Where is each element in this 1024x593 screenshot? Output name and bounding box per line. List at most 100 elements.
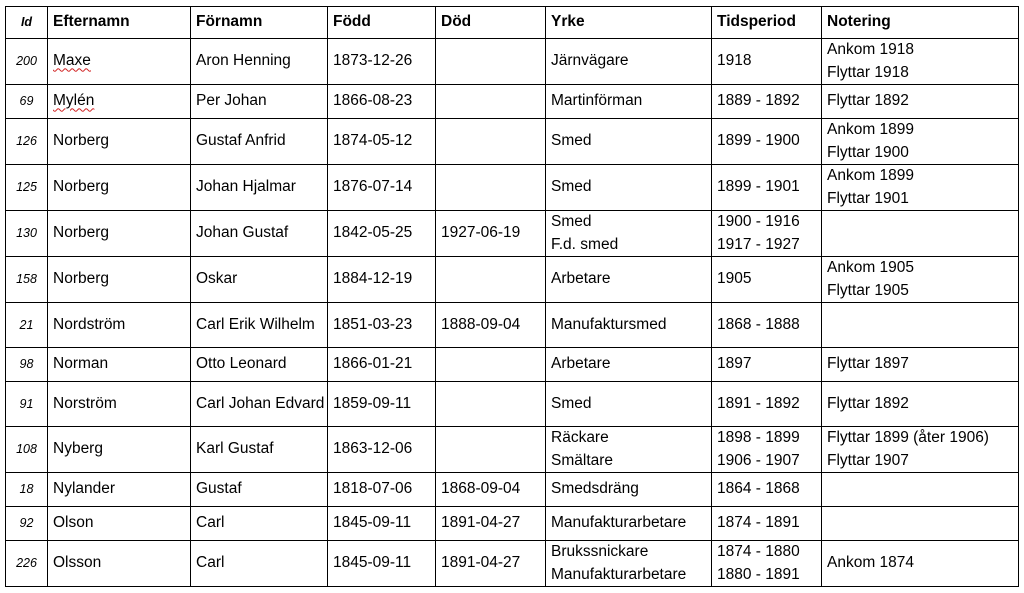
cell-yrke: Smed [545,381,712,427]
cell-id: 69 [5,84,48,119]
cell-efternamn: Nordström [47,302,191,348]
cell-yrke-line: Smed [551,394,592,412]
header-id: Id [5,6,48,39]
cell-yrke: Smedsdräng [545,472,712,507]
cell-fornamn: Carl Johan Edvard [190,381,328,427]
cell-tidsperiod: 1874 - 1880 1880 - 1891 [711,540,822,587]
cell-id: 226 [5,540,48,587]
cell-yrke-line: Järnvägare [551,52,629,70]
cell-tidsperiod-line: 1874 - 1880 [717,543,800,560]
cell-yrke-line: Smältare [551,451,614,469]
cell-efternamn: Norman [47,347,191,382]
table-row: 18 Nylander Gustaf 1818-07-06 1868-09-04 Smed… [5,472,1019,507]
cell-notering-line: Ankom 1899 [827,167,915,184]
cell-tidsperiod: 1898 - 1899 1906 - 1907 [711,426,822,473]
cell-yrke: Manufakturarbetare [545,506,712,541]
firstname-text: Johan Gustaf [196,224,289,242]
cell-notering-line: Flyttar 1892 [827,394,909,412]
surname-text: Norberg [53,270,109,288]
cell-fodd: 1873-12-26 [327,38,436,85]
cell-fodd: 1842-05-25 [327,210,436,257]
cell-efternamn: Norberg [47,210,191,257]
cell-notering-line: Ankom 1899 [827,121,915,138]
cell-yrke-line: Manufaktursmed [551,315,667,333]
table-row: 92 Olson Carl 1845-09-11 1891-04-27 Manufaktu… [5,506,1019,541]
header-efternamn: Efternamn [47,6,191,39]
cell-fornamn: Gustaf Anfrid [190,118,328,165]
cell-tidsperiod-line: 1898 - 1899 [717,429,800,446]
cell-fornamn: Johan Hjalmar [190,164,328,211]
cell-tidsperiod-line: 1891 - 1892 [717,394,800,412]
firstname-text: Karl Gustaf [196,440,274,458]
cell-dod: 1927-06-19 [435,210,546,257]
cell-tidsperiod: 1864 - 1868 [711,472,822,507]
table-row: 21 Nordström Carl Erik Wilhelm 1851-03-23 18… [5,302,1019,348]
cell-yrke: Brukssnickare Manufakturarbetare [545,540,712,587]
cell-id: 98 [5,347,48,382]
cell-yrke-line: Arbetare [551,270,611,288]
cell-notering [821,210,1019,257]
cell-notering: Ankom 1874 [821,540,1019,587]
cell-fornamn: Karl Gustaf [190,426,328,473]
cell-yrke: Arbetare [545,347,712,382]
cell-fornamn: Gustaf [190,472,328,507]
cell-tidsperiod: 1905 [711,256,822,303]
table-row: 200 Maxe Aron Henning 1873-12-26 Järnvägare 1… [5,38,1019,85]
header-tidsperiod: Tidsperiod [711,6,822,39]
cell-tidsperiod-line: 1864 - 1868 [717,480,800,498]
header-dod: Död [435,6,546,39]
header-fornamn: Förnamn [190,6,328,39]
cell-fornamn: Carl [190,506,328,541]
cell-dod [435,38,546,85]
cell-tidsperiod-line: 1905 [717,270,752,288]
header-fodd: Född [327,6,436,39]
surname-text: Nordström [53,315,126,333]
cell-id: 91 [5,381,48,427]
cell-notering-line: Ankom 1905 [827,259,915,276]
cell-notering [821,472,1019,507]
surname-text: Nyberg [53,440,103,458]
surname-text: Norman [53,355,109,373]
cell-fornamn: Oskar [190,256,328,303]
cell-efternamn: Norberg [47,164,191,211]
cell-yrke-line: Arbetare [551,355,611,373]
firstname-text: Carl [196,514,225,532]
cell-fodd: 1876-07-14 [327,164,436,211]
cell-efternamn: Norberg [47,256,191,303]
surname-text: Norberg [53,132,109,150]
cell-notering-line: Flyttar 1892 [827,92,909,110]
cell-efternamn: Norström [47,381,191,427]
cell-id: 130 [5,210,48,257]
cell-yrke: Smed [545,164,712,211]
cell-notering [821,506,1019,541]
firstname-text: Carl Erik Wilhelm [196,316,315,333]
cell-notering-line: Flyttar 1897 [827,355,909,373]
firstname-text: Aron Henning [196,52,291,70]
firstname-text: Gustaf Anfrid [196,132,286,150]
cell-dod [435,347,546,382]
cell-tidsperiod-line: 1897 [717,355,752,373]
cell-efternamn: Nylander [47,472,191,507]
cell-id: 92 [5,506,48,541]
table-row: 126 Norberg Gustaf Anfrid 1874-05-12 Smed 189… [5,118,1019,165]
cell-dod [435,256,546,303]
cell-fodd: 1863-12-06 [327,426,436,473]
table-row: 98 Norman Otto Leonard 1866-01-21 Arbetare 18… [5,347,1019,382]
cell-dod [435,84,546,119]
cell-notering: Ankom 1918 Flyttar 1918 [821,38,1019,85]
surname-text: Mylén [53,92,95,110]
cell-dod: 1888-09-04 [435,302,546,348]
cell-fornamn: Carl [190,540,328,587]
cell-notering-line: Flyttar 1918 [827,63,909,81]
cell-id: 108 [5,426,48,473]
cell-fodd: 1845-09-11 [327,540,436,587]
cell-tidsperiod-line: 1899 - 1901 [717,178,800,196]
cell-tidsperiod: 1899 - 1900 [711,118,822,165]
cell-dod: 1891-04-27 [435,506,546,541]
cell-tidsperiod-line: 1917 - 1927 [717,235,800,253]
cell-notering: Flyttar 1897 [821,347,1019,382]
cell-yrke: Räckare Smältare [545,426,712,473]
cell-tidsperiod-line: 1918 [717,52,752,70]
cell-yrke: Smed F.d. smed [545,210,712,257]
surname-text: Olsson [53,554,102,572]
